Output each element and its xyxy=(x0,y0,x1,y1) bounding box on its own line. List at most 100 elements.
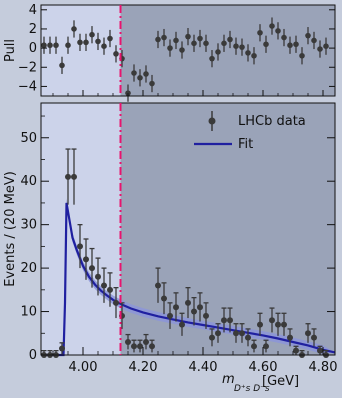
y-tick-label: 20 xyxy=(20,261,37,276)
data-point xyxy=(185,299,191,306)
pull-y-axis: −4 −2 0 2 4 xyxy=(18,3,335,94)
pull-point xyxy=(161,34,167,41)
data-point xyxy=(215,330,221,337)
data-point xyxy=(227,317,233,324)
data-point xyxy=(137,343,143,350)
pull-point xyxy=(191,40,197,47)
data-point xyxy=(311,334,317,341)
pull-point xyxy=(47,42,53,49)
x-tick-label: 4.80 xyxy=(309,360,338,375)
data-point xyxy=(167,312,173,319)
x-tick-label: 4.60 xyxy=(249,360,278,375)
data-point xyxy=(251,343,257,350)
pull-point xyxy=(185,33,191,40)
data-point xyxy=(245,334,251,341)
data-point xyxy=(221,317,227,324)
pull-point xyxy=(251,52,257,59)
data-point xyxy=(65,173,71,180)
pull-point xyxy=(173,37,179,44)
pull-y-tick-label: 4 xyxy=(29,3,37,18)
y-tick-label: 0 xyxy=(29,348,37,363)
legend-fit-label: Fit xyxy=(238,137,253,152)
pull-points xyxy=(41,17,329,102)
y-axis-label: Events / (20 MeV) xyxy=(3,171,18,287)
pull-point xyxy=(263,41,269,48)
pull-point xyxy=(41,42,47,49)
data-point xyxy=(143,338,149,345)
pull-point xyxy=(275,28,281,34)
pull-point xyxy=(293,41,299,48)
pull-point xyxy=(323,43,329,49)
pull-point xyxy=(227,36,233,43)
data-point xyxy=(305,330,311,337)
data-point xyxy=(293,347,299,354)
x-axis-label: m xyxy=(222,372,235,387)
data-point xyxy=(125,338,131,345)
x-tick-label: 4.20 xyxy=(129,360,158,375)
pull-y-tick-label: −4 xyxy=(18,79,37,94)
pull-point xyxy=(281,34,287,41)
pull-point xyxy=(215,49,221,55)
pull-y-axis-label: Pull xyxy=(3,39,18,62)
data-point xyxy=(131,343,137,350)
data-point xyxy=(95,273,101,280)
pull-point xyxy=(137,75,143,81)
pull-point xyxy=(155,36,161,43)
data-point xyxy=(71,173,77,180)
data-point xyxy=(317,347,323,354)
pull-point xyxy=(59,62,65,69)
data-point xyxy=(269,317,275,324)
data-point xyxy=(179,321,185,328)
data-point xyxy=(149,343,155,350)
fit-uncertainty-band xyxy=(41,198,335,355)
fit-line xyxy=(41,202,336,357)
data-point xyxy=(155,282,161,289)
pull-point xyxy=(179,47,185,53)
pull-point xyxy=(209,55,215,62)
pull-point xyxy=(269,23,275,29)
pull-point xyxy=(131,70,137,76)
pull-point xyxy=(83,39,89,46)
pull-point xyxy=(77,39,83,46)
legend-data-label: LHCb data xyxy=(238,114,306,129)
pull-point xyxy=(101,43,107,49)
data-point xyxy=(239,330,245,337)
data-point xyxy=(197,304,203,311)
data-point xyxy=(209,334,215,341)
data-point xyxy=(107,286,113,293)
pull-point xyxy=(197,35,203,42)
legend-data-marker xyxy=(208,117,216,125)
y-tick-label: 30 xyxy=(20,218,37,233)
data-point xyxy=(113,299,119,306)
pull-y-tick-label: −2 xyxy=(18,60,37,75)
pull-point xyxy=(107,35,113,42)
x-axis-unit: [GeV] xyxy=(262,374,299,389)
pull-point xyxy=(203,40,209,47)
legend: LHCb data Fit xyxy=(194,111,306,152)
pull-point xyxy=(89,31,95,38)
pull-point xyxy=(317,46,323,52)
x-axis: 4.00 4.20 4.40 4.60 4.80 xyxy=(52,90,338,375)
pull-point xyxy=(233,43,239,49)
y-axis: 0 10 20 30 40 50 xyxy=(20,115,335,363)
pull-panel: −4 −2 0 2 4 Pull xyxy=(3,3,336,102)
data-point xyxy=(287,334,293,341)
data-point xyxy=(263,343,269,350)
data-points xyxy=(41,148,329,358)
data-point xyxy=(101,282,107,289)
pull-point xyxy=(299,52,305,59)
pull-point xyxy=(143,71,149,77)
y-tick-label: 40 xyxy=(20,174,37,189)
data-point xyxy=(191,308,197,315)
data-point xyxy=(203,312,209,319)
data-point xyxy=(59,345,65,352)
pull-point xyxy=(245,50,251,56)
data-point xyxy=(233,330,239,337)
pull-point xyxy=(95,38,101,45)
pull-y-tick-label: 2 xyxy=(29,22,37,37)
pull-left-region xyxy=(41,5,121,96)
pull-point xyxy=(53,42,59,49)
data-point xyxy=(77,243,83,250)
main-left-region xyxy=(41,103,121,355)
pull-point xyxy=(257,29,263,36)
